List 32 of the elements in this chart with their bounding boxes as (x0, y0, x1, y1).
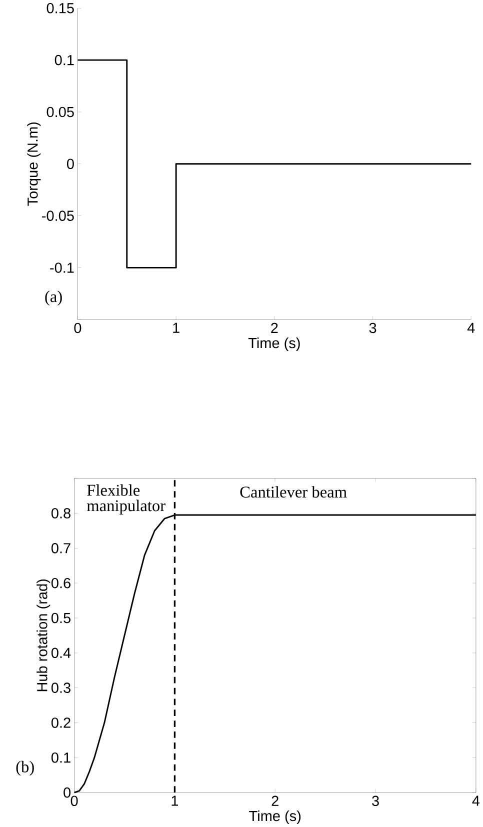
y-tick-label: 0.6 (51, 578, 70, 588)
y-tick-label: 0 (64, 787, 71, 798)
x-axis-title: Time (s) (249, 810, 301, 824)
y-tick-label: 0.4 (51, 648, 71, 658)
x-axis-title: Time (s) (248, 338, 300, 352)
y-tick-label: 0.7 (51, 543, 70, 554)
y-tick-label: 0.3 (51, 682, 70, 693)
text: (b) (16, 760, 34, 776)
x-tick-label: 2 (272, 796, 278, 806)
x-tick-label: 3 (369, 322, 376, 334)
y-tick-label: 0.1 (54, 54, 74, 66)
y-tick-label: 0.15 (46, 3, 74, 14)
y-tick-label: 0.8 (51, 508, 70, 518)
y-tick-label: -0.05 (42, 210, 74, 221)
text: (a) (45, 290, 62, 306)
x-tick-label: 3 (372, 796, 379, 806)
annotation: Cantilever beam (240, 486, 347, 498)
x-tick-label: 1 (173, 322, 180, 333)
y-tick-label: 0.05 (46, 106, 74, 118)
x-tick-label: 1 (172, 796, 178, 806)
y-tick-label: -0.1 (50, 262, 74, 273)
annotation: Flexible manipulator (86, 484, 166, 515)
y-tick-label: 0.1 (51, 752, 70, 763)
x-tick-label: 4 (472, 796, 480, 806)
y-axis-title: Hub rotation (rad) (36, 580, 50, 692)
x-tick-label: 4 (467, 322, 475, 333)
x-tick-label: 2 (271, 322, 278, 333)
y-axis-title: Torque (N.m) (27, 122, 41, 206)
y-tick-label: 0.5 (51, 612, 70, 624)
y-tick-label: 0.2 (51, 718, 70, 728)
y-tick-label: 0 (66, 158, 74, 170)
x-tick-label: 0 (74, 322, 82, 334)
